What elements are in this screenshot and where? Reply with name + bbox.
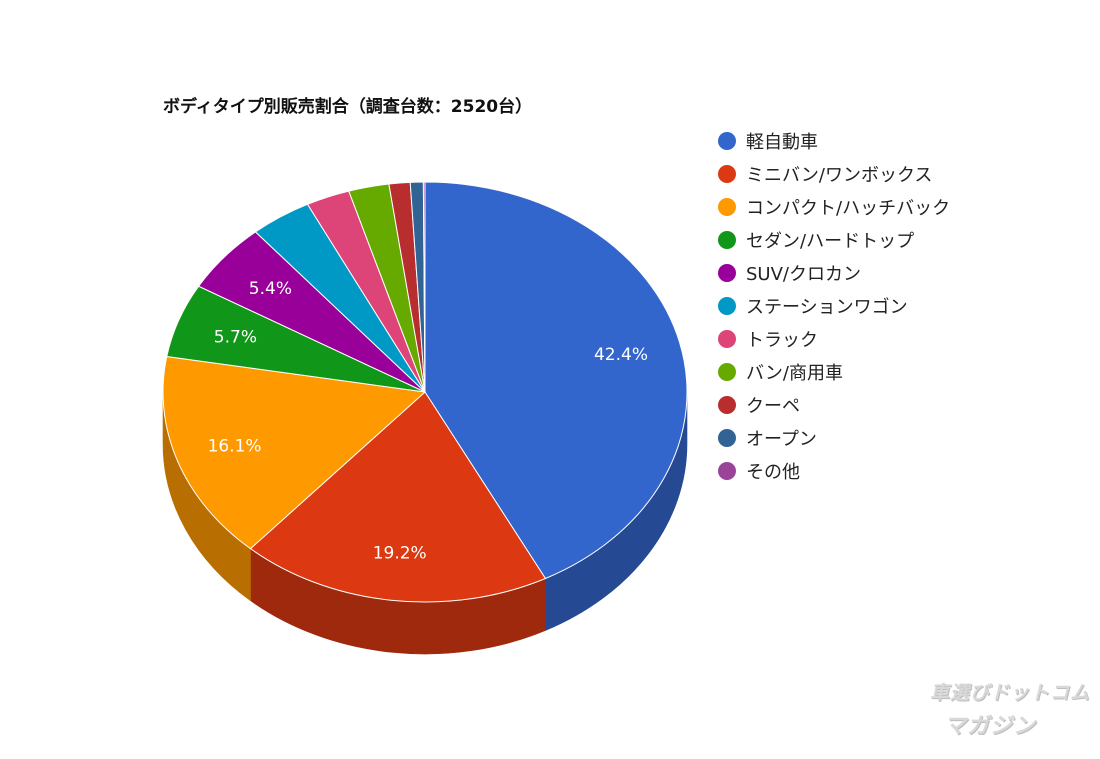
legend-swatch (718, 197, 736, 216)
legend-label: コンパクト/ハッチバック (746, 197, 951, 219)
slice-5-data-label: 5.4% (249, 279, 292, 299)
legend-item[interactable]: オープン (718, 421, 950, 454)
legend-swatch (718, 296, 736, 315)
legend-label: オープン (746, 428, 817, 450)
legend-item[interactable]: バン/商用車 (718, 355, 950, 388)
legend-item[interactable]: コンパクト/ハッチバック (718, 190, 950, 223)
slice-2[interactable] (249, 391, 547, 603)
slice-1[interactable] (424, 181, 688, 580)
slice-4-data-label: 5.7% (214, 328, 257, 348)
slice-3[interactable] (162, 355, 427, 550)
legend-item[interactable]: トラック (718, 322, 950, 355)
legend-swatch (718, 131, 736, 150)
legend-item[interactable]: ステーションワゴン (718, 289, 950, 322)
legend-swatch (718, 461, 736, 480)
legend-label: バン/商用車 (746, 362, 843, 384)
legend-label: 軽自動車 (746, 131, 818, 153)
legend-swatch (718, 263, 736, 282)
legend-label: SUV/クロカン (746, 263, 861, 285)
legend-swatch (718, 362, 736, 381)
legend-item[interactable]: その他 (718, 454, 950, 487)
legend-label: ミニバン/ワンボックス (746, 164, 933, 186)
legend-item[interactable]: SUV/クロカン (718, 256, 950, 289)
pie-data-labels: 42.4% 19.2% 16.1% 5.7% 5.4% (208, 279, 648, 563)
watermark-line-2: マガジン (944, 714, 1037, 739)
legend-swatch (718, 395, 736, 414)
legend-swatch (718, 230, 736, 249)
legend-label: トラック (746, 329, 818, 351)
legend-item[interactable]: セダン/ハードトップ (718, 223, 950, 256)
legend-label: ステーションワゴン (746, 296, 908, 318)
slice-2-data-label: 19.2% (373, 543, 427, 563)
watermark-line-1: 車選びドットコム (930, 682, 1091, 704)
slice-3-data-label: 16.1% (208, 436, 262, 456)
legend: 軽自動車ミニバン/ワンボックス コンパクト/ハッチバック セダン/ハードトップ SUV… (718, 124, 950, 487)
legend-swatch (718, 428, 736, 447)
legend-label: その他 (746, 461, 800, 483)
slice-1-data-label: 42.4% (594, 345, 648, 365)
legend-label: クーペ (746, 395, 800, 417)
chart-title: ボディタイプ別販売割合（調査台数：2520台） (163, 97, 533, 117)
legend-item[interactable]: クーペ (718, 388, 950, 421)
watermark-logo: 車選びドットコム マガジン (930, 678, 1089, 744)
legend-swatch (718, 164, 736, 183)
pie-top-slices (162, 181, 688, 603)
legend-item[interactable]: ミニバン/ワンボックス (718, 157, 950, 190)
legend-item[interactable]: 軽自動車 (718, 124, 950, 157)
slice-11[interactable] (422, 181, 426, 393)
legend-swatch (718, 329, 736, 348)
legend-label: セダン/ハードトップ (746, 230, 915, 252)
